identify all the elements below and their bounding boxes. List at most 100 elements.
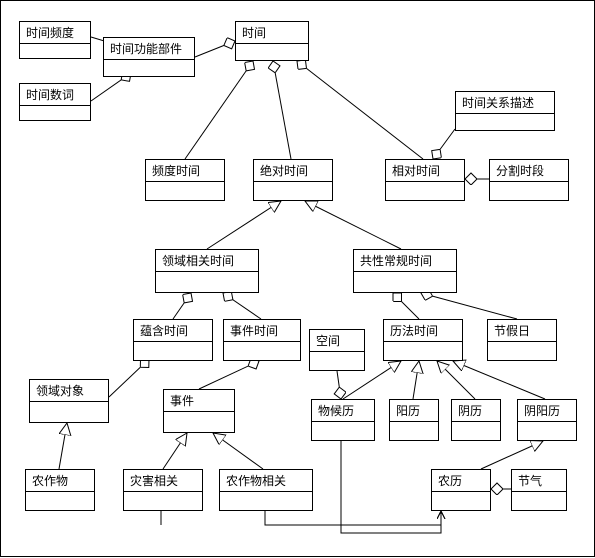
uml-node-compartment: [236, 44, 308, 54]
edge-abs_time-time: [273, 61, 291, 159]
edge-domain_time-abs_time: [207, 201, 281, 249]
edge-solar_cal-cal_time: [413, 361, 419, 399]
uml-node-compartment: [134, 342, 212, 352]
edge-lunar_cal-cal_time: [437, 361, 475, 399]
edge-event-event_time: [199, 361, 259, 389]
edge-time_func-time: [195, 41, 235, 57]
uml-node-label: 时间: [236, 22, 308, 44]
edge-rel_time-time: [297, 61, 423, 159]
uml-node-label: 阴阳历: [518, 400, 576, 422]
uml-node-label: 蕴含时间: [134, 320, 212, 342]
uml-node-compartment: [432, 492, 490, 502]
uml-node-yunhan_time: 蕴含时间: [133, 319, 213, 361]
uml-node-lunisolar: 阴阳历: [517, 399, 577, 441]
uml-node-label: 物候历: [312, 400, 374, 422]
uml-node-time_rel_desc: 时间关系描述: [455, 91, 555, 131]
edge-time_rel_desc-rel_time: [433, 129, 455, 159]
uml-node-label: 空间: [310, 330, 364, 352]
uml-node-label: 时间关系描述: [456, 92, 554, 114]
uml-node-split_period: 分割时段: [489, 159, 569, 201]
uml-node-common_time: 共性常规时间: [353, 249, 457, 293]
uml-node-time_num: 时间数词: [19, 83, 91, 121]
uml-node-compartment: [488, 342, 556, 352]
uml-node-compartment: [224, 342, 300, 352]
uml-node-event_time: 事件时间: [223, 319, 301, 361]
uml-node-compartment: [512, 492, 566, 502]
uml-node-label: 农作物相关: [220, 470, 312, 492]
uml-node-compartment: [156, 272, 258, 282]
uml-node-label: 领域相关时间: [156, 250, 258, 272]
uml-node-lunar_cal: 阴历: [451, 399, 501, 441]
uml-node-compartment: [386, 182, 464, 192]
edge-crop-domain_obj: [59, 423, 67, 469]
uml-node-compartment: [456, 114, 554, 124]
uml-node-compartment: [384, 342, 462, 352]
uml-node-label: 阳历: [390, 400, 438, 422]
uml-node-label: 频度时间: [146, 160, 224, 182]
uml-node-compartment: [254, 182, 332, 192]
uml-node-cal_time: 历法时间: [383, 319, 463, 361]
uml-node-label: 事件时间: [224, 320, 300, 342]
uml-node-time_func: 时间功能部件: [103, 37, 195, 77]
edge-lunisolar-cal_time: [453, 361, 545, 399]
edge-common_time-abs_time: [305, 201, 401, 249]
uml-node-label: 分割时段: [490, 160, 568, 182]
edge-disaster_rel-event: [163, 433, 187, 469]
uml-node-label: 时间频度: [20, 22, 90, 44]
uml-node-compartment: [104, 60, 194, 70]
uml-node-compartment: [390, 422, 438, 432]
edge-space-wuhou_cal: [337, 371, 341, 399]
uml-node-abs_time: 绝对时间: [253, 159, 333, 201]
edge-nongli-lunisolar: [481, 441, 543, 469]
uml-node-compartment: [518, 422, 576, 432]
uml-node-label: 历法时间: [384, 320, 462, 342]
uml-node-label: 节假日: [488, 320, 556, 342]
uml-node-crop_rel: 农作物相关: [219, 469, 313, 511]
uml-node-compartment: [490, 182, 568, 192]
uml-node-freq_time: 频度时间: [145, 159, 225, 201]
uml-node-wuhou_cal: 物候历: [311, 399, 375, 441]
uml-node-label: 农历: [432, 470, 490, 492]
uml-node-disaster_rel: 灾害相关: [123, 469, 203, 511]
diagram-canvas: 时间频度时间功能部件时间数词 时间时间关系描述频度时间 绝对时间 相对时间 分割时段领域…: [0, 0, 595, 557]
uml-node-label: 相对时间: [386, 160, 464, 182]
uml-node-compartment: [26, 492, 94, 502]
edge-freq_time-time: [185, 61, 253, 159]
edge-crop_rel-nongli: [265, 511, 441, 525]
edge-holiday-common_time: [421, 293, 517, 319]
uml-node-compartment: [354, 272, 456, 282]
uml-node-label: 共性常规时间: [354, 250, 456, 272]
uml-node-compartment: [124, 492, 202, 502]
uml-node-label: 阴历: [452, 400, 500, 422]
uml-node-solar_cal: 阳历: [389, 399, 439, 441]
uml-node-time_freq: 时间频度: [19, 21, 91, 59]
uml-node-compartment: [452, 422, 500, 432]
uml-node-compartment: [164, 412, 234, 422]
uml-node-label: 时间功能部件: [104, 38, 194, 60]
uml-node-jieqi: 节气: [511, 469, 567, 511]
uml-node-nongli: 农历: [431, 469, 491, 511]
edge-crop_rel-event: [213, 433, 263, 469]
edge-wuhou_cal-nongli: [341, 441, 441, 533]
uml-node-label: 灾害相关: [124, 470, 202, 492]
uml-node-label: 节气: [512, 470, 566, 492]
uml-node-holiday: 节假日: [487, 319, 557, 361]
uml-node-event: 事件: [163, 389, 235, 433]
edge-time_num-time_func: [91, 73, 131, 101]
uml-node-compartment: [20, 44, 90, 54]
uml-node-crop: 农作物: [25, 469, 95, 511]
uml-node-domain_time: 领域相关时间: [155, 249, 259, 293]
uml-node-space: 空间: [309, 329, 365, 371]
uml-node-rel_time: 相对时间: [385, 159, 465, 201]
uml-node-label: 绝对时间: [254, 160, 332, 182]
edge-yunhan_time-domain_time: [173, 293, 191, 319]
uml-node-compartment: [146, 182, 224, 192]
uml-node-compartment: [20, 106, 90, 116]
uml-node-domain_obj: 领域对象: [29, 379, 109, 423]
edge-domain_obj-yunhan_time: [109, 359, 149, 397]
edge-event_time-domain_time: [223, 293, 261, 319]
uml-node-label: 时间数词: [20, 84, 90, 106]
edge-cal_time-common_time: [393, 293, 419, 319]
uml-node-label: 事件: [164, 390, 234, 412]
uml-node-compartment: [220, 492, 312, 502]
